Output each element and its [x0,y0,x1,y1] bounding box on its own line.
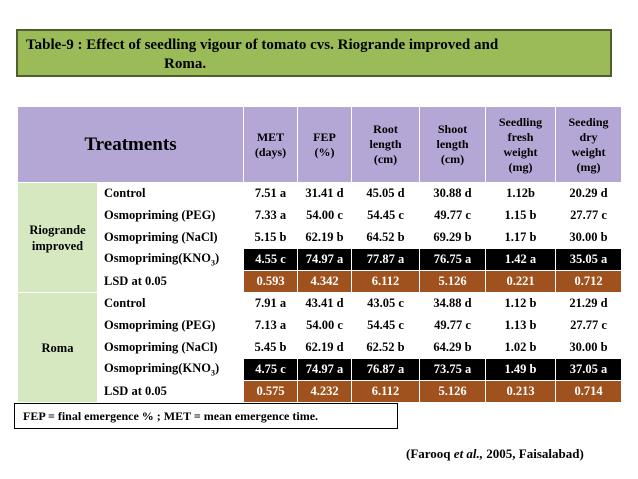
value-cell: 73.75 a [419,358,487,381]
value-cell: 7.91 a [243,292,299,315]
citation: (Farooq et al., 2005, Faisalabad) [406,446,584,461]
value-cell: 4.342 [297,270,353,293]
value-cell: 5.15 b [243,226,299,249]
header-fresh-weight: Seedling fresh weight (mg) [485,106,557,183]
value-cell: 76.87 a [351,358,421,381]
value-cell: 30.88 d [419,182,487,205]
value-cell: 6.112 [351,270,421,293]
value-cell: 35.05 a [555,248,623,271]
value-cell: 30.00 b [555,336,623,359]
value-cell: 0.712 [555,270,623,293]
header-root-length: Root length (cm) [351,106,421,183]
table-row: Osmopriming (NaCl) 5.45 b 62.19 d 62.52 b 64… [18,336,623,359]
value-cell: 5.45 b [243,336,299,359]
cultivar-name: Roma [17,292,98,403]
value-cell: 1.17 b [485,226,557,249]
table-row: LSD at 0.05 0.575 4.232 6.112 5.126 0.213 0.71… [18,380,623,403]
table-row: Roma Control 7.91 a 43.41 d 43.05 c 34.88 d 1.… [17,292,623,403]
table-title: Table-9 : Effect of seedling vigour of t… [16,29,612,77]
value-cell: 0.714 [555,380,623,403]
value-cell: 54.45 c [351,314,421,337]
value-cell: 62.19 b [297,226,353,249]
value-cell: 1.15 b [485,204,557,227]
value-cell: 1.49 b [485,358,557,381]
header-fep: FEP (%) [297,106,353,183]
value-cell: 1.02 b [485,336,557,359]
value-cell: 43.05 c [351,292,421,315]
value-cell: 21.29 d [555,292,623,315]
value-cell: 64.29 b [419,336,487,359]
cultivar-name: Riogrande improved [17,182,98,293]
value-cell: 1.13 b [485,314,557,337]
value-cell: 37.05 a [555,358,623,381]
value-cell: 45.05 d [351,182,421,205]
results-table: Treatments MET (days) FEP (%) Root length (c… [16,106,623,403]
value-cell: 7.13 a [243,314,299,337]
value-cell: 49.77 c [419,204,487,227]
value-cell: 62.19 d [297,336,353,359]
table-row: Osmopriming (PEG) 7.13 a 54.00 c 54.45 c 49.… [18,314,623,337]
value-cell: 69.29 b [419,226,487,249]
value-cell: 76.75 a [419,248,487,271]
value-cell: 7.51 a [243,182,299,205]
title-line-2: Roma. [164,56,207,72]
footnote: FEP = final emergence % ; MET = mean eme… [14,403,398,429]
table-row: LSD at 0.05 0.593 4.342 6.112 5.126 0.221 0.71… [18,270,623,293]
treatment-name: Osmopriming (PEG) [96,204,245,227]
header-met: MET (days) [243,106,299,183]
value-cell: 64.52 b [351,226,421,249]
value-cell: 4.75 c [243,358,299,381]
treatment-name: Osmopriming(KNO3) [96,358,245,381]
value-cell: 62.52 b [351,336,421,359]
value-cell: 77.87 a [351,248,421,271]
value-cell: 1.12 b [485,292,557,315]
table-row: Osmopriming(KNO3) 4.75 c 74.97 a 76.87 a 73.… [18,358,623,381]
value-cell: 43.41 d [297,292,353,315]
value-cell: 4.55 c [243,248,299,271]
value-cell: 1.12b [485,182,557,205]
value-cell: 34.88 d [419,292,487,315]
value-cell: 74.97 a [297,358,353,381]
table-row: Riogrande improved Control 7.51 a 31.41 d 45.… [17,182,623,293]
table-row: Osmopriming (PEG) 7.33 a 54.00 c 54.45 c 49.… [18,204,623,227]
header-treatments: Treatments [16,106,245,183]
value-cell: 0.213 [485,380,557,403]
value-cell: 0.221 [485,270,557,293]
value-cell: 0.593 [243,270,299,293]
value-cell: 30.00 b [555,226,623,249]
header-shoot-length: Shoot length (cm) [419,106,487,183]
value-cell: 5.126 [419,380,487,403]
title-line-1: Table-9 : Effect of seedling vigour of t… [26,37,499,53]
treatment-name: Osmopriming (NaCl) [96,226,245,249]
value-cell: 6.112 [351,380,421,403]
table-row: Osmopriming (NaCl) 5.15 b 62.19 b 64.52 b 69… [18,226,623,249]
table-row: Osmopriming(KNO3) 4.55 c 74.97 a 77.87 a 76.… [18,248,623,271]
value-cell: 0.575 [243,380,299,403]
treatment-name: Control [96,292,245,315]
value-cell: 54.45 c [351,204,421,227]
treatment-name: LSD at 0.05 [96,380,245,403]
treatment-name: Osmopriming (NaCl) [96,336,245,359]
value-cell: 49.77 c [419,314,487,337]
value-cell: 7.33 a [243,204,299,227]
value-cell: 20.29 d [555,182,623,205]
treatment-name: Osmopriming(KNO3) [96,248,245,271]
value-cell: 27.77 c [555,314,623,337]
value-cell: 54.00 c [297,204,353,227]
value-cell: 1.42 a [485,248,557,271]
value-cell: 5.126 [419,270,487,293]
header-row: Treatments MET (days) FEP (%) Root length (c… [16,106,623,183]
treatment-name: Osmopriming (PEG) [96,314,245,337]
value-cell: 31.41 d [297,182,353,205]
treatment-name: LSD at 0.05 [96,270,245,293]
table-body: Riogrande improved Control 7.51 a 31.41 d 45.… [17,182,623,403]
value-cell: 54.00 c [297,314,353,337]
header-dry-weight: Seeding dry weight (mg) [555,106,623,183]
treatment-name: Control [96,182,245,205]
value-cell: 27.77 c [555,204,623,227]
value-cell: 74.97 a [297,248,353,271]
value-cell: 4.232 [297,380,353,403]
